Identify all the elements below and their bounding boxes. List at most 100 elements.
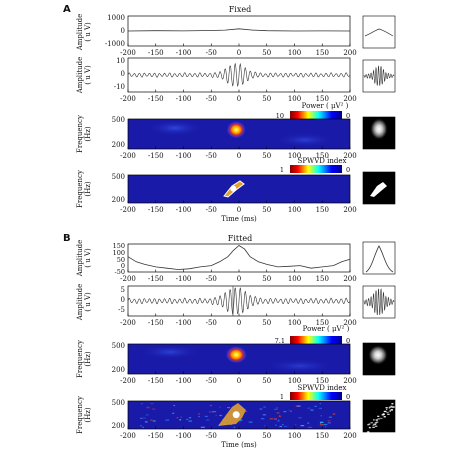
x-tick-label: 50: [262, 377, 271, 385]
speckle-dot: [150, 419, 153, 421]
x-tick-label: -200: [120, 49, 136, 57]
y-tick-label: 0: [121, 262, 125, 270]
x-tick-label: 0: [237, 152, 241, 160]
colorbar: [290, 392, 342, 400]
speckle-dot: [289, 410, 292, 412]
speckle-dot: [276, 407, 278, 409]
speckle-dot: [390, 409, 393, 411]
speckle-dot: [385, 407, 388, 409]
y-tick-label: -5: [118, 306, 125, 314]
x-tick-label: -150: [148, 275, 164, 283]
x-tick-label: 50: [262, 432, 271, 440]
speckle-dot: [319, 424, 324, 426]
x-tick-label: -50: [206, 319, 217, 327]
x-tick-label: -200: [120, 432, 136, 440]
speckle-dot: [165, 419, 170, 421]
x-tick-label: 150: [316, 152, 329, 160]
speckle-dot: [383, 410, 387, 413]
speckle-dot: [307, 422, 310, 424]
y-axis-unit: ( u V): [84, 248, 92, 268]
x-tick-label: 200: [343, 377, 356, 385]
speckle-dot: [295, 424, 297, 426]
x-tick-label: -100: [176, 377, 192, 385]
speckle-dot: [274, 408, 278, 410]
x-tick-label: -50: [206, 49, 217, 57]
speckle-dot: [387, 413, 390, 415]
colorbar: [290, 111, 342, 119]
speckle-dot: [275, 424, 277, 426]
x-tick-label: 100: [288, 152, 301, 160]
x-tick-label: -200: [120, 275, 136, 283]
speckle-dot: [140, 403, 143, 405]
x-tick-label: 100: [288, 377, 301, 385]
x-tick-label: 100: [288, 95, 301, 103]
speckle-dot: [142, 426, 144, 428]
power-map: Power ( μV² ) 10 0 Frequency (Hz) 500 20…: [76, 102, 396, 160]
speckle-dot: [370, 422, 373, 424]
x-tick-label: 200: [343, 152, 356, 160]
speckle-dot: [310, 409, 314, 411]
speckle-dot: [260, 418, 265, 420]
x-tick-label: -200: [120, 152, 136, 160]
y-tick-label: 0: [121, 70, 125, 78]
heatmap-hotspot: [230, 185, 237, 192]
x-tick-label: -150: [148, 432, 164, 440]
speckle-dot: [209, 404, 212, 407]
y-tick-label: 500: [112, 342, 125, 350]
x-tick-label: 50: [262, 152, 271, 160]
y-tick-label: 500: [112, 399, 125, 407]
colorbar-min: 0: [346, 166, 350, 174]
power-map: Power ( μV² ) 7.1 0 Frequency (Hz) 500 2…: [76, 325, 396, 385]
thumbnail-trace: [363, 288, 395, 316]
speckle-dot: [279, 425, 282, 428]
y-axis-unit: (Hz): [84, 126, 92, 142]
speckle-dot: [323, 423, 328, 426]
x-tick-label: 100: [288, 49, 301, 57]
y-tick-label: 100: [113, 249, 125, 257]
thumbnail-hotspot: [370, 118, 388, 140]
x-tick-label: 50: [262, 206, 271, 214]
speckle-dot: [238, 421, 241, 423]
x-tick-label: -50: [206, 95, 217, 103]
speckle-dot: [227, 407, 231, 409]
filtered-trace-line: [127, 287, 351, 315]
spwvd-map: SPWVD index 1 0 Frequency (Hz) 500 200 -…: [76, 384, 396, 449]
speckle-dot: [308, 426, 312, 428]
y-tick-label: 10: [116, 57, 125, 65]
y-axis-label: Frequency: [76, 115, 84, 153]
speckle-dot: [180, 416, 182, 418]
y-axis-unit: (Hz): [84, 407, 92, 423]
speckle-dot: [140, 417, 142, 419]
speckle-dot: [372, 426, 375, 428]
heatmap-patch: [275, 133, 335, 147]
x-axis: -200 -150 -100 -50 0 50 100 150 200: [120, 371, 357, 385]
speckle-dot: [388, 406, 391, 408]
y-tick-label: -50: [115, 268, 125, 276]
speckle-dot: [147, 406, 149, 408]
y-axis-unit: ( u V): [84, 65, 92, 85]
x-tick-label: -100: [176, 152, 192, 160]
speckle-dot: [374, 425, 378, 427]
x-tick-label: 150: [316, 275, 329, 283]
speckle-dot: [367, 431, 370, 433]
y-tick-label: 500: [112, 116, 125, 124]
x-tick-label: 50: [262, 275, 271, 283]
x-tick-label: 200: [343, 319, 356, 327]
speckle-dot: [259, 408, 263, 410]
x-tick-label: -100: [176, 432, 192, 440]
x-tick-label: -150: [148, 49, 164, 57]
speckle-dot: [264, 425, 266, 427]
colorbar-min: 0: [346, 393, 350, 401]
speckle-dot: [200, 426, 205, 428]
y-tick-label: 50: [117, 256, 125, 264]
speckle-dot: [392, 406, 395, 408]
x-tick-label: -150: [148, 95, 164, 103]
speckle-dot: [377, 418, 380, 420]
x-tick-label: 0: [237, 49, 241, 57]
speckle-dot: [278, 415, 281, 418]
x-tick-label: 200: [343, 275, 356, 283]
x-tick-label: 100: [288, 275, 301, 283]
speckle-dot: [382, 413, 385, 415]
speckle-dot: [233, 426, 235, 429]
y-tick-label: 200: [112, 366, 125, 374]
